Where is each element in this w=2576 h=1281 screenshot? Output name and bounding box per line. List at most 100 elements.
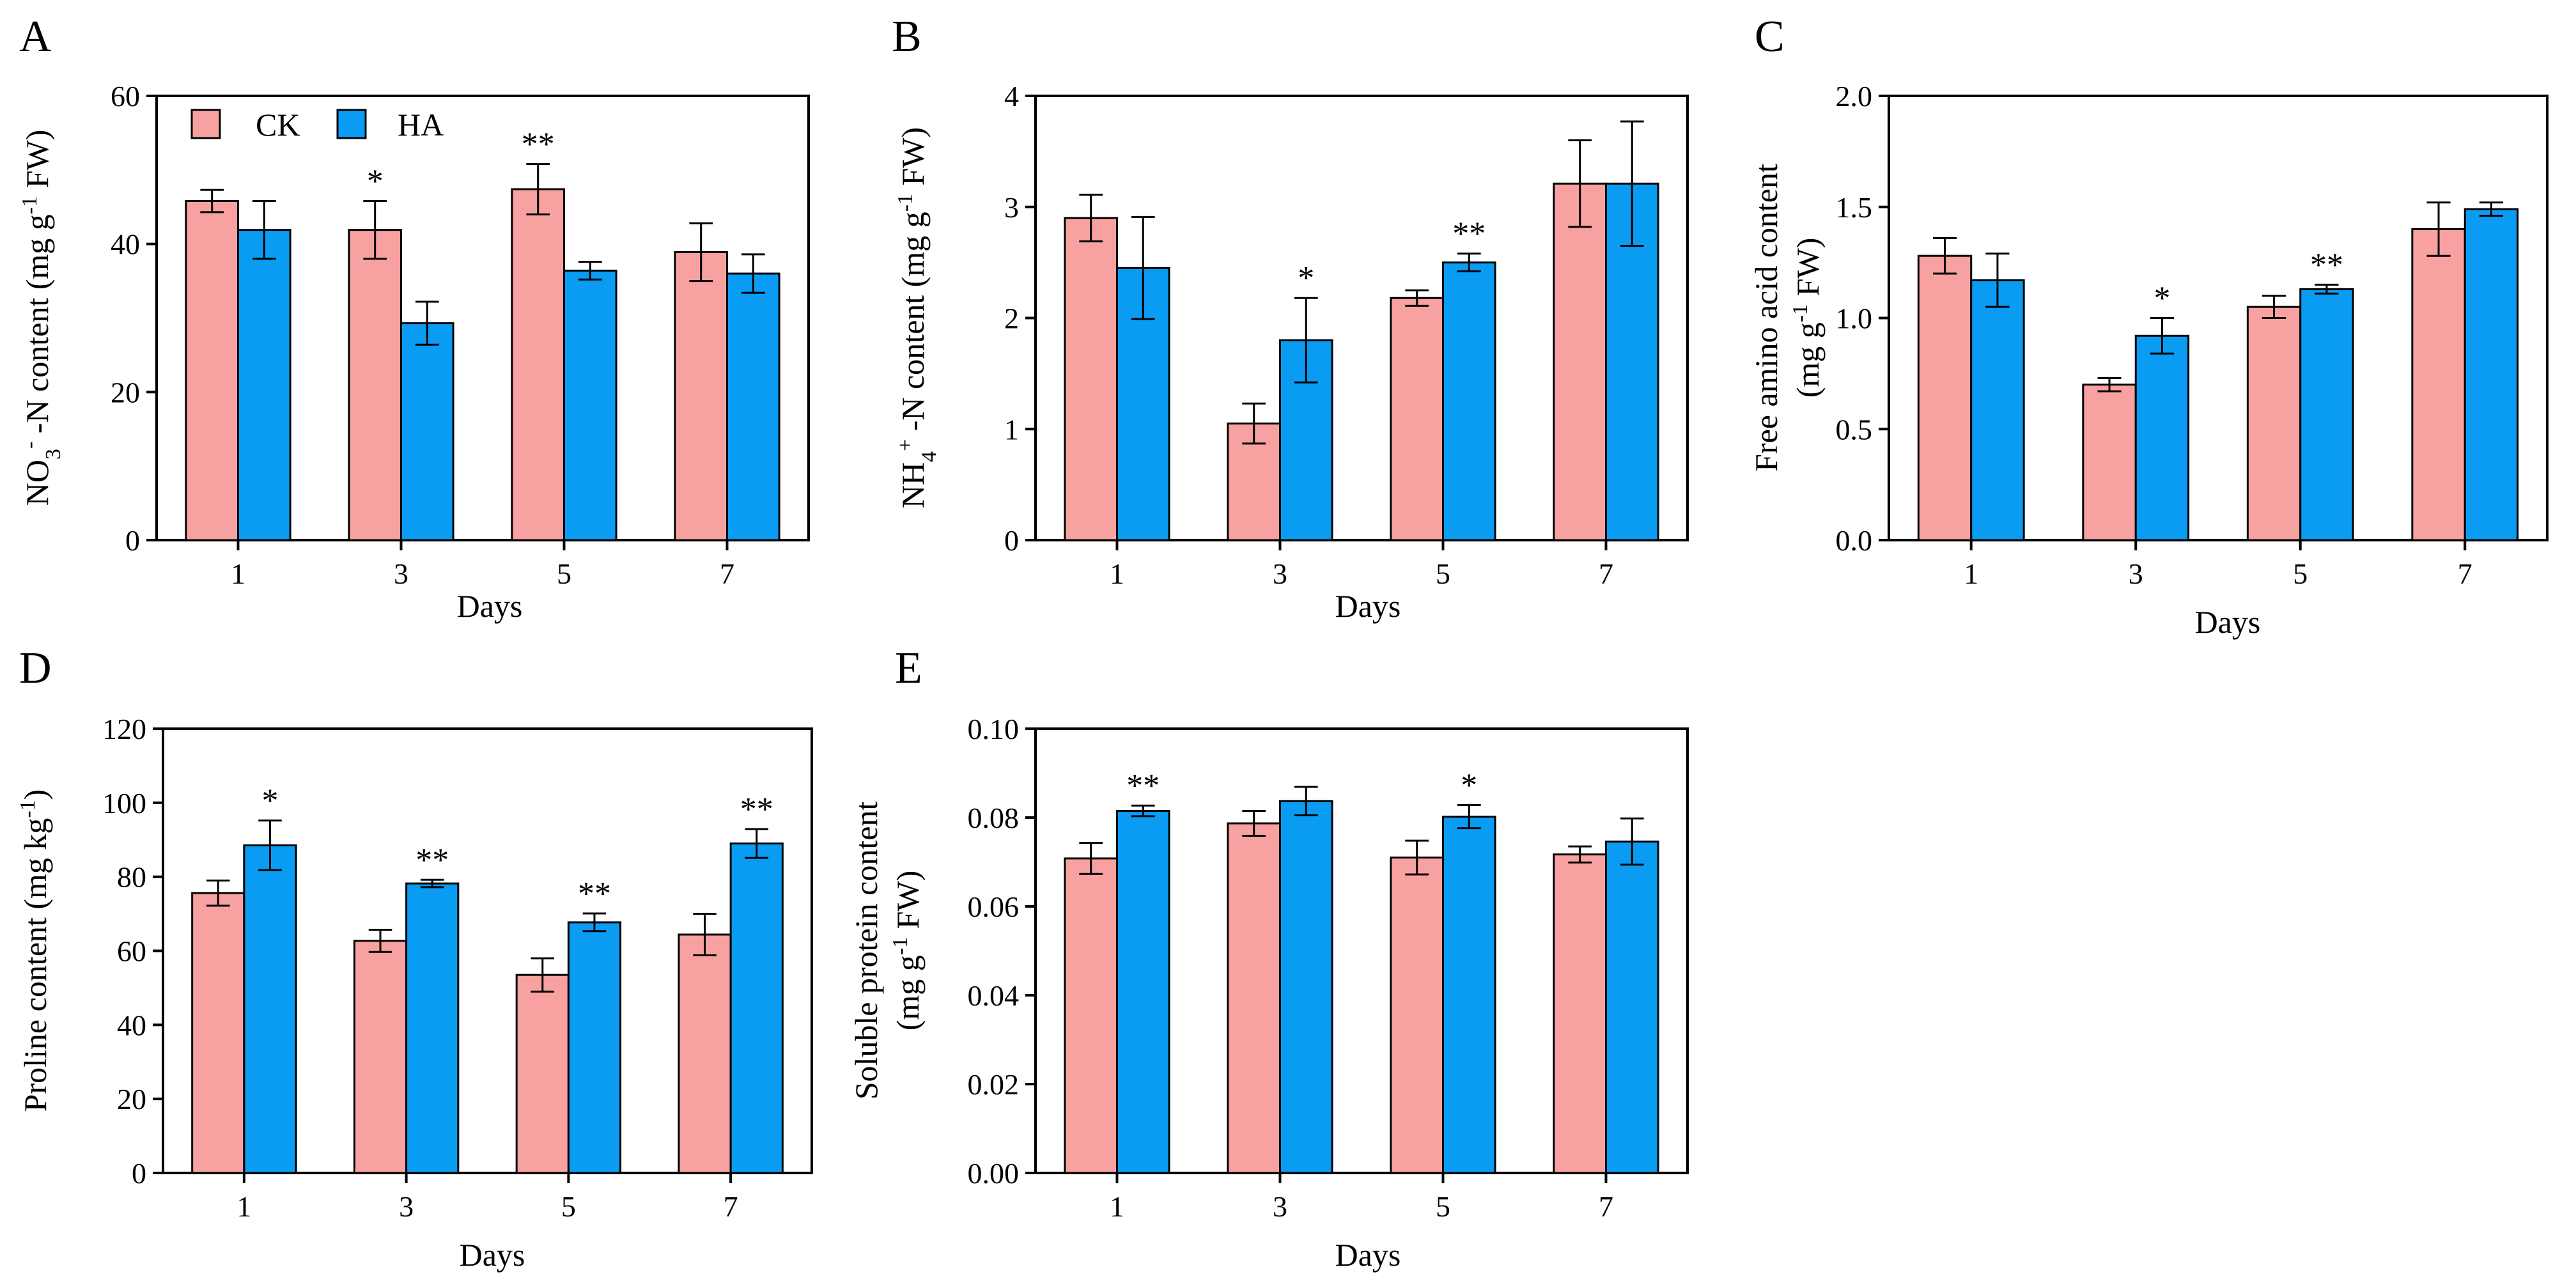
significance-e-1: * <box>1461 768 1477 804</box>
chart-c-marks: 0.0 0.5 1.0 1.5 2.0 1 3 * 5 ** 7 <box>1836 80 2519 590</box>
legend-swatch-ha <box>336 109 367 139</box>
y-axis-title-e-line2: (mg g-1 FW) <box>888 871 926 1031</box>
x-axis-title-c: Days <box>2195 604 2261 640</box>
y-tick-label-d-4: 80 <box>117 861 146 894</box>
bar-c-ha-1 <box>2134 334 2190 541</box>
panel-a: A CK HA Days NO3- -N content (mg g-1 FW) <box>18 12 810 624</box>
bar-c-ha-0 <box>1970 279 2025 541</box>
y-tick-label-b-1: 1 <box>1004 413 1019 446</box>
bar-b-ck-0 <box>1064 217 1119 541</box>
y-tick-label-e-0: 0.00 <box>968 1157 1020 1190</box>
x-tick-label-e-0: 1 <box>1110 1190 1124 1223</box>
y-axis-title-b: NH4+ -N content (mg g-1 FW) <box>894 127 941 508</box>
bar-d-ha-2 <box>567 921 622 1174</box>
y-tick-label-d-2: 40 <box>117 1009 146 1041</box>
bar-c-ck-2 <box>2246 306 2302 541</box>
bar-a-ck-1 <box>348 229 403 541</box>
y-tick-label-d-5: 100 <box>102 787 146 819</box>
y-tick-label-e-2: 0.04 <box>968 979 1020 1012</box>
y-tick-label-c-0: 0.0 <box>1836 524 1873 557</box>
x-tick-label-d-2: 5 <box>561 1190 576 1223</box>
x-tick-label-b-2: 5 <box>1436 557 1450 590</box>
chart-e-marks: 0.00 0.02 0.04 0.06 0.08 0.10 1 ** 3 5 * 7 <box>968 713 1659 1223</box>
significance-e-0: ** <box>1126 768 1160 804</box>
panel-letter-a: A <box>19 12 52 61</box>
panel-letter-e: E <box>895 644 922 693</box>
y-title-b-p1: 4 <box>917 451 941 462</box>
y-title-e-p1: -1 <box>888 937 912 955</box>
bar-e-ck-1 <box>1227 822 1282 1174</box>
y-tick-label-d-0: 0 <box>132 1157 146 1190</box>
bar-e-ck-0 <box>1064 857 1119 1174</box>
x-tick-label-d-0: 1 <box>237 1190 251 1223</box>
y-title-a-p2: - <box>18 442 42 449</box>
y-tick-label-c-1: 0.5 <box>1836 413 1873 446</box>
y-title-e-p0: (mg g <box>890 955 926 1030</box>
x-axis-title-b: Days <box>1335 588 1401 624</box>
panel-letter-b: B <box>892 12 922 61</box>
x-axis-title-d: Days <box>460 1237 525 1273</box>
bar-b-ck-3 <box>1553 182 1607 541</box>
bar-b-ck-2 <box>1390 297 1444 541</box>
significance-d-1: ** <box>415 842 449 878</box>
y-title-d-p2: ) <box>17 789 53 800</box>
bar-d-ck-3 <box>678 933 732 1174</box>
bar-a-ck-3 <box>674 251 729 541</box>
panel-letter-d: D <box>19 644 52 693</box>
x-axis-title-e: Days <box>1335 1237 1401 1273</box>
y-tick-label-e-1: 0.02 <box>968 1068 1020 1101</box>
x-tick-label-c-1: 3 <box>2129 557 2143 590</box>
x-tick-label-e-1: 3 <box>1273 1190 1287 1223</box>
chart-d-marks: 0 20 40 60 80 100 120 1 * 3 ** 5 ** 7 ** <box>102 713 784 1223</box>
y-title-b-p0: NH <box>895 462 931 508</box>
x-tick-label-e-2: 5 <box>1436 1190 1450 1223</box>
bar-d-ck-0 <box>191 892 245 1174</box>
bar-a-ha-1 <box>400 322 454 541</box>
bar-c-ck-3 <box>2411 228 2466 541</box>
bar-c-ha-2 <box>2299 288 2354 541</box>
y-title-b-p4: -1 <box>894 194 917 212</box>
significance-d-2: ** <box>578 876 611 912</box>
bar-b-ha-2 <box>1442 261 1496 541</box>
bar-d-ck-2 <box>515 974 570 1174</box>
bar-d-ha-3 <box>729 842 784 1174</box>
chart-b-marks: 0 1 2 3 4 1 3 * 5 ** 7 <box>1004 80 1659 590</box>
y-axis-title-c-line1: Free amino acid content <box>1748 164 1784 472</box>
bar-d-ha-1 <box>405 882 460 1174</box>
y-title-b-p5: FW) <box>895 127 931 194</box>
x-tick-label-c-2: 5 <box>2293 557 2308 590</box>
y-tick-label-a-1: 20 <box>111 376 140 408</box>
bar-e-ck-3 <box>1553 853 1607 1174</box>
y-tick-label-c-2: 1.0 <box>1836 302 1873 335</box>
x-tick-label-b-0: 1 <box>1110 557 1124 590</box>
y-tick-label-c-3: 1.5 <box>1836 191 1873 224</box>
chart-a-marks: 0 20 40 60 1 3 * 5 ** 7 <box>111 80 780 590</box>
bar-c-ck-0 <box>1917 254 1973 541</box>
x-tick-label-e-3: 7 <box>1599 1190 1613 1223</box>
bar-d-ck-1 <box>353 940 408 1174</box>
bar-e-ck-2 <box>1390 857 1444 1174</box>
legend: CK HA <box>190 107 444 143</box>
legend-swatch-ck <box>190 109 221 139</box>
x-tick-label-a-1: 3 <box>394 557 408 590</box>
bar-a-ha-3 <box>726 272 780 541</box>
y-title-b-p3: -N content (mg g <box>895 212 931 439</box>
bar-a-ck-2 <box>511 188 566 541</box>
y-title-c-p1: -1 <box>1788 304 1812 322</box>
y-tick-label-e-5: 0.10 <box>968 713 1020 745</box>
bar-a-ck-0 <box>185 199 239 541</box>
y-tick-label-b-0: 0 <box>1004 524 1019 557</box>
y-title-c-p0: (mg g <box>1790 322 1826 398</box>
x-tick-label-a-0: 1 <box>231 557 245 590</box>
y-title-a-p0: NO <box>19 460 55 506</box>
y-axis-title-e-line1: Soluble protein content <box>848 802 884 1100</box>
y-tick-label-e-3: 0.06 <box>968 890 1020 923</box>
y-title-c-p2: FW) <box>1790 238 1826 304</box>
y-tick-label-b-4: 4 <box>1004 80 1019 113</box>
x-tick-label-d-1: 3 <box>399 1190 414 1223</box>
y-tick-label-a-3: 60 <box>111 80 140 113</box>
panel-e: E Days Soluble protein content (mg g-1 F… <box>848 644 1689 1273</box>
y-tick-label-c-4: 2.0 <box>1836 80 1873 113</box>
significance-d-3: ** <box>740 791 773 828</box>
